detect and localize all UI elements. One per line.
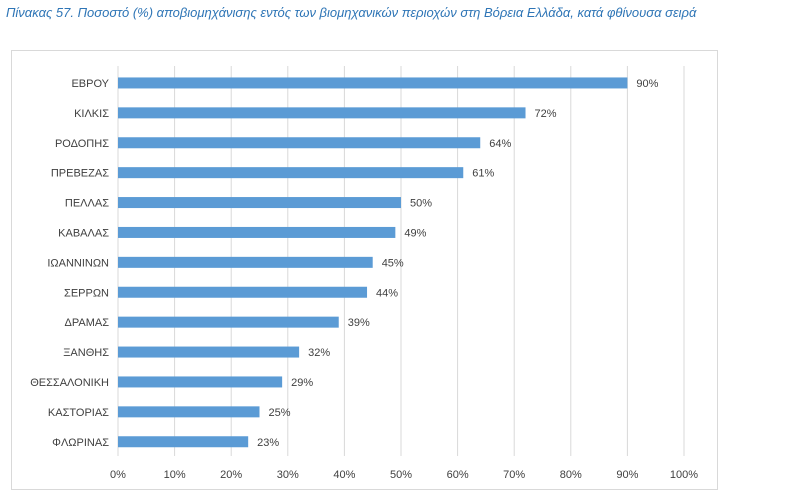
value-label: 61%	[472, 168, 494, 180]
value-label: 50%	[410, 198, 432, 210]
category-label: ΠΕΛΛΑΣ	[65, 198, 109, 210]
x-tick-label: 10%	[164, 469, 186, 481]
x-tick-label: 60%	[447, 469, 469, 481]
category-label: ΞΑΝΘΗΣ	[63, 347, 109, 359]
bar	[118, 376, 283, 388]
value-label: 44%	[376, 287, 398, 299]
bar	[118, 316, 339, 328]
category-label: ΘΕΣΣΑΛΟΝΙΚΗ	[30, 377, 109, 389]
bar	[118, 77, 628, 89]
category-label: ΚΑΒΑΛΑΣ	[58, 227, 109, 239]
x-tick-label: 20%	[220, 469, 242, 481]
category-label: ΠΡΕΒΕΖΑΣ	[51, 168, 109, 180]
value-label: 64%	[489, 138, 511, 150]
value-label: 45%	[382, 257, 404, 269]
bar	[118, 436, 249, 448]
bar	[118, 167, 464, 179]
chart-caption: Πίνακας 57. Ποσοστό (%) αποβιομηχάνισης …	[6, 5, 697, 20]
x-tick-label: 0%	[110, 469, 126, 481]
category-label: ΣΕΡΡΩΝ	[64, 287, 109, 299]
bar	[118, 346, 300, 358]
category-label: ΕΒΡΟΥ	[71, 78, 109, 90]
x-tick-label: 80%	[560, 469, 582, 481]
value-label: 32%	[308, 347, 330, 359]
bar	[118, 256, 373, 268]
bar	[118, 286, 368, 298]
bar	[118, 137, 481, 149]
value-label: 25%	[269, 407, 291, 419]
x-tick-label: 100%	[670, 469, 698, 481]
x-tick-label: 50%	[390, 469, 412, 481]
category-label: ΚΑΣΤΟΡΙΑΣ	[48, 407, 109, 419]
bar	[118, 406, 260, 418]
category-label: ΔΡΑΜΑΣ	[64, 317, 109, 329]
value-label: 49%	[404, 227, 426, 239]
bar	[118, 226, 396, 238]
x-tick-label: 70%	[503, 469, 525, 481]
x-tick-label: 30%	[277, 469, 299, 481]
value-label: 72%	[535, 108, 557, 120]
category-label: ΡΟΔΟΠΗΣ	[55, 138, 109, 150]
value-label: 90%	[636, 78, 658, 90]
value-label: 23%	[257, 437, 279, 449]
x-tick-label: 90%	[616, 469, 638, 481]
value-label: 39%	[348, 317, 370, 329]
bars	[118, 77, 628, 448]
value-label: 29%	[291, 377, 313, 389]
category-label: ΦΛΩΡΙΝΑΣ	[52, 437, 109, 449]
bar	[118, 107, 526, 119]
x-tick-label: 40%	[333, 469, 355, 481]
labels: 0% 10% 20% 30% 40% 50% 60% 70% 80% 90% 100% ΕΒΡΟΥ 90…	[30, 78, 698, 481]
category-label: ΚΙΛΚΙΣ	[74, 108, 109, 120]
gridlines	[117, 66, 685, 456]
category-label: ΙΩΑΝΝΙΝΩΝ	[47, 257, 109, 269]
bar	[118, 197, 401, 209]
